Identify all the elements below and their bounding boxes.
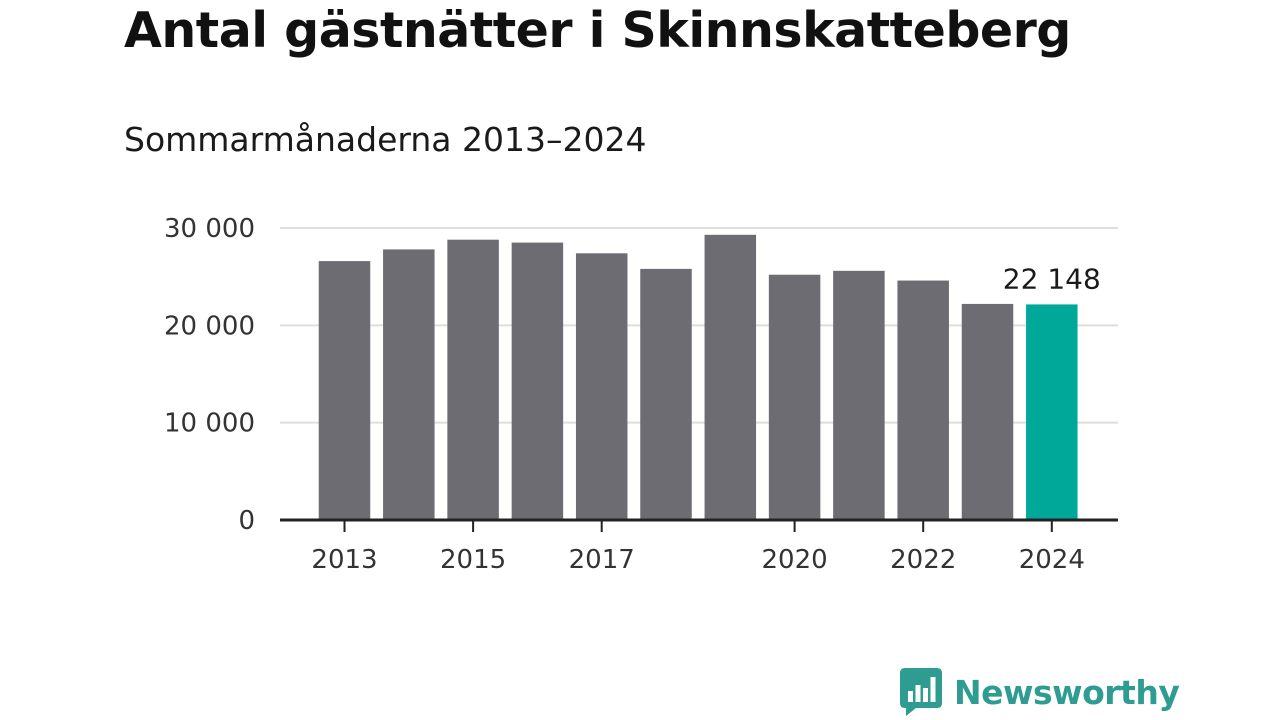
labels: 0 10 000 20 000 30 000 2013 2015 2017 2020 2022 2…: [164, 214, 1101, 575]
bar: [383, 249, 435, 520]
bars: [318, 234, 1078, 520]
bar: [961, 303, 1014, 520]
chart-subtitle: Sommarmånaderna 2013–2024: [124, 120, 647, 159]
chart-title: Antal gästnätter i Skinnskatteberg: [124, 2, 1071, 59]
axes: [280, 518, 1118, 532]
x-tick-label: 2017: [569, 545, 635, 575]
bar: [897, 280, 949, 520]
y-tick-label: 20 000: [164, 311, 255, 341]
bar: [575, 253, 628, 520]
x-tick-label: 2015: [440, 545, 506, 575]
bar: [833, 270, 885, 520]
x-tick-label: 2013: [311, 545, 377, 575]
bar-chart-speech-bubble-icon: [900, 668, 942, 716]
bar: [1026, 304, 1078, 520]
y-tick-label: 10 000: [164, 409, 255, 439]
x-tick-label: 2022: [890, 545, 956, 575]
bar: [640, 268, 692, 520]
y-tick-label: 0: [238, 506, 255, 536]
x-tick-label: 2020: [762, 545, 828, 575]
data-label: 22 148: [1003, 262, 1101, 295]
bar: [318, 261, 371, 520]
bar: [704, 234, 757, 520]
bar: [511, 242, 564, 520]
brand-logo: Newsworthy: [900, 668, 1180, 716]
x-tick-label: 2024: [1019, 545, 1085, 575]
y-tick-label: 30 000: [164, 214, 255, 244]
brand-name: Newsworthy: [954, 672, 1180, 712]
bar: [768, 274, 821, 520]
bar: [447, 239, 499, 520]
